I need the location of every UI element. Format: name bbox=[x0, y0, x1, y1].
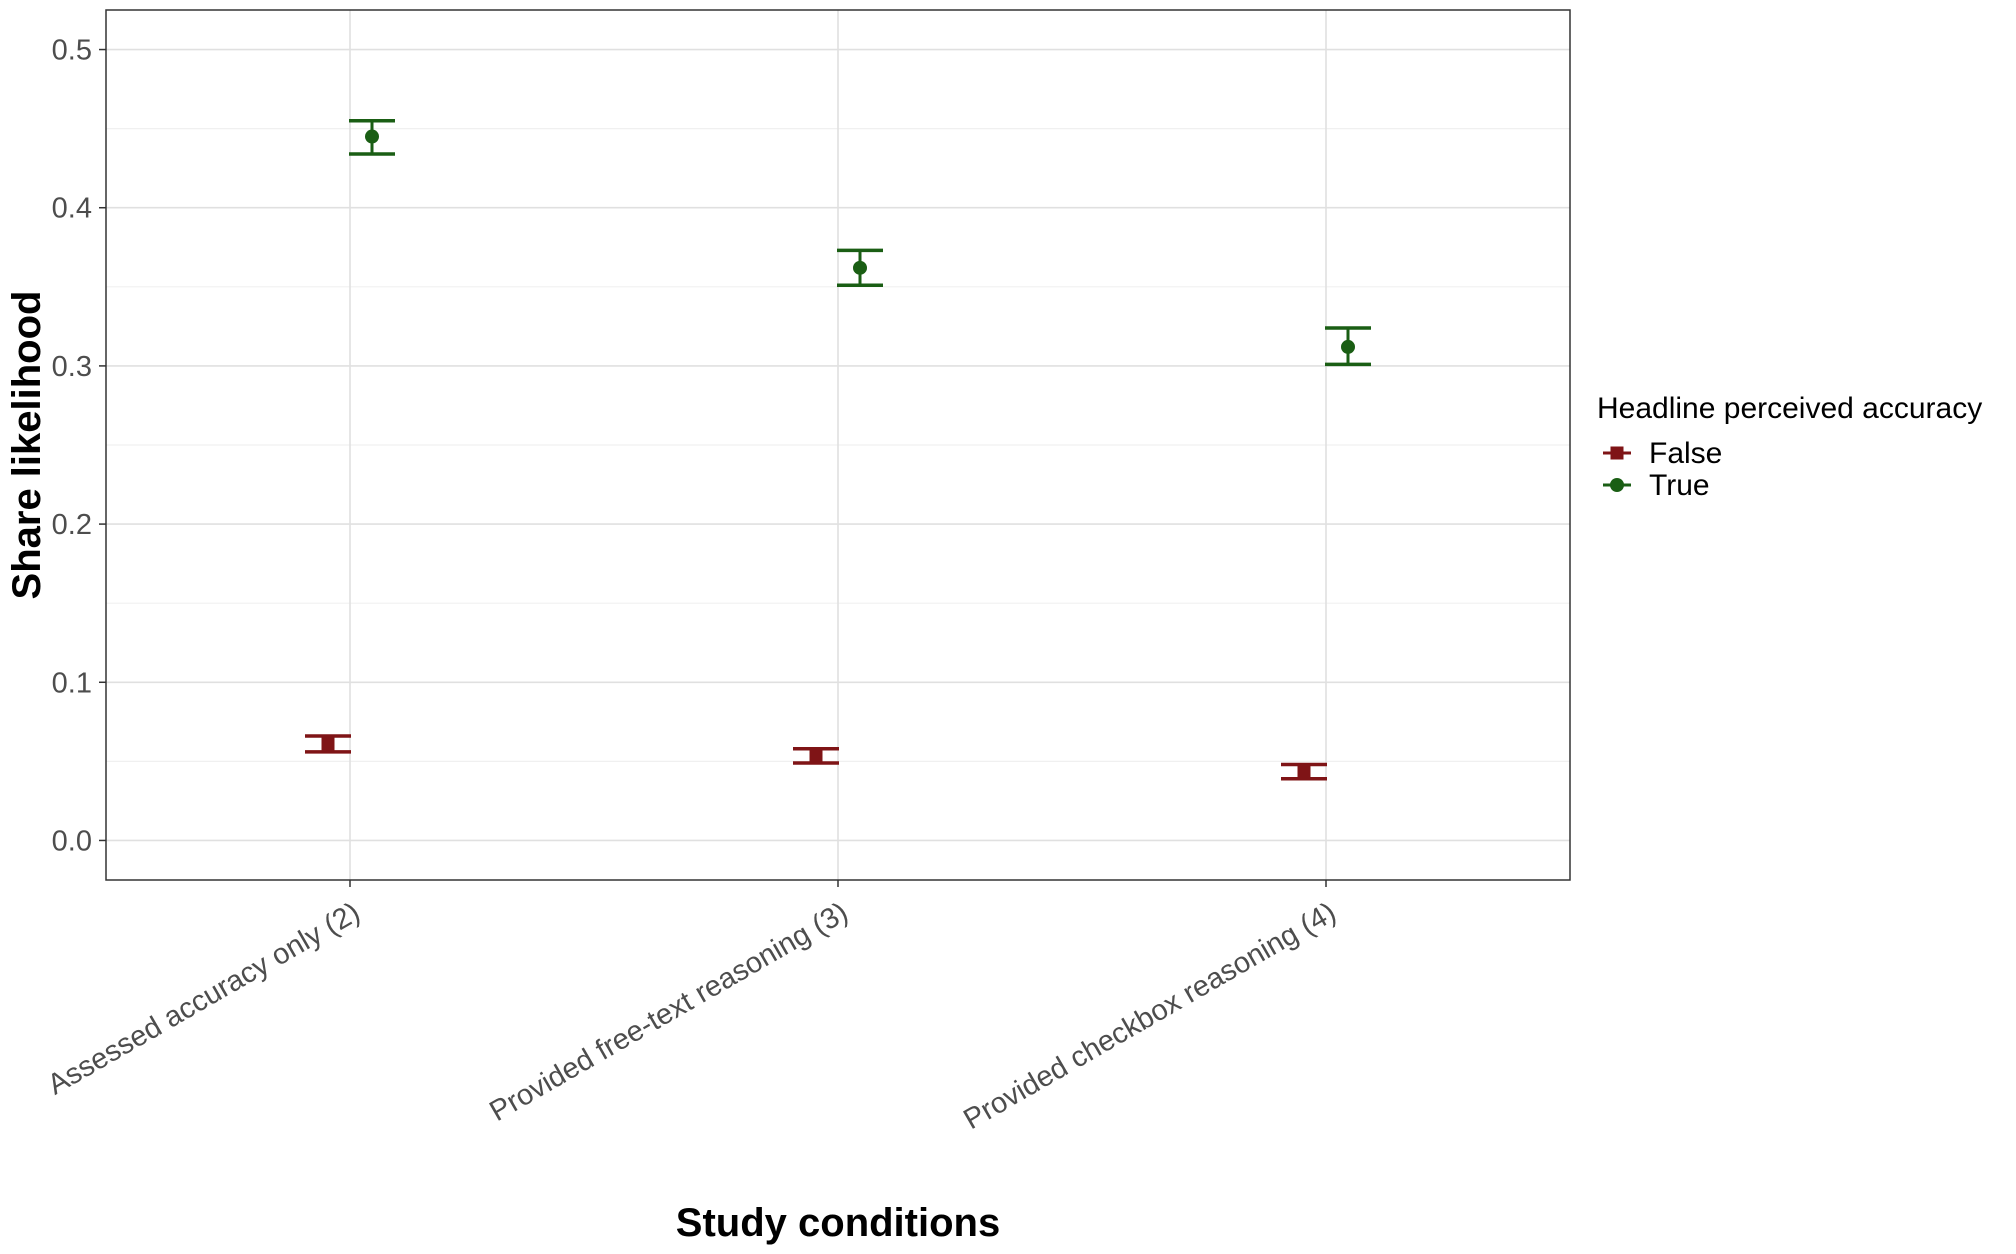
point-false bbox=[321, 737, 335, 751]
legend-title: Headline perceived accuracy bbox=[1597, 392, 1982, 425]
major-gridlines bbox=[106, 10, 1570, 880]
legend-key-marker-false bbox=[1610, 446, 1624, 460]
x-tick-label: Assessed accuracy only (2) bbox=[42, 896, 365, 1101]
point-false bbox=[1297, 765, 1311, 779]
legend-label-true: True bbox=[1649, 469, 1710, 502]
y-tick-label: 0.2 bbox=[52, 509, 92, 541]
y-tick-label: 0.1 bbox=[52, 667, 92, 699]
point-false bbox=[809, 748, 823, 762]
x-axis-title: Study conditions bbox=[676, 1201, 1000, 1245]
y-tick-label: 0.5 bbox=[52, 35, 92, 67]
point-true bbox=[853, 260, 867, 275]
legend-label-false: False bbox=[1649, 437, 1722, 470]
legend-key-marker-true bbox=[1610, 478, 1624, 492]
point-true bbox=[365, 129, 379, 144]
y-axis-title: Share likelihood bbox=[5, 291, 49, 600]
y-tick-label: 0.3 bbox=[52, 351, 92, 383]
x-axis: Assessed accuracy only (2) Provided free-… bbox=[42, 880, 1342, 1136]
x-tick-label: Provided free-text reasoning (3) bbox=[484, 896, 853, 1128]
data-marks bbox=[305, 118, 1371, 781]
y-tick-label: 0.4 bbox=[52, 193, 92, 225]
y-tick-label: 0.0 bbox=[52, 825, 92, 857]
x-tick-label: Provided checkbox reasoning (4) bbox=[958, 896, 1341, 1136]
y-axis: 0.0 0.1 0.2 0.3 0.4 0.5 bbox=[52, 35, 106, 857]
point-true bbox=[1341, 339, 1355, 354]
